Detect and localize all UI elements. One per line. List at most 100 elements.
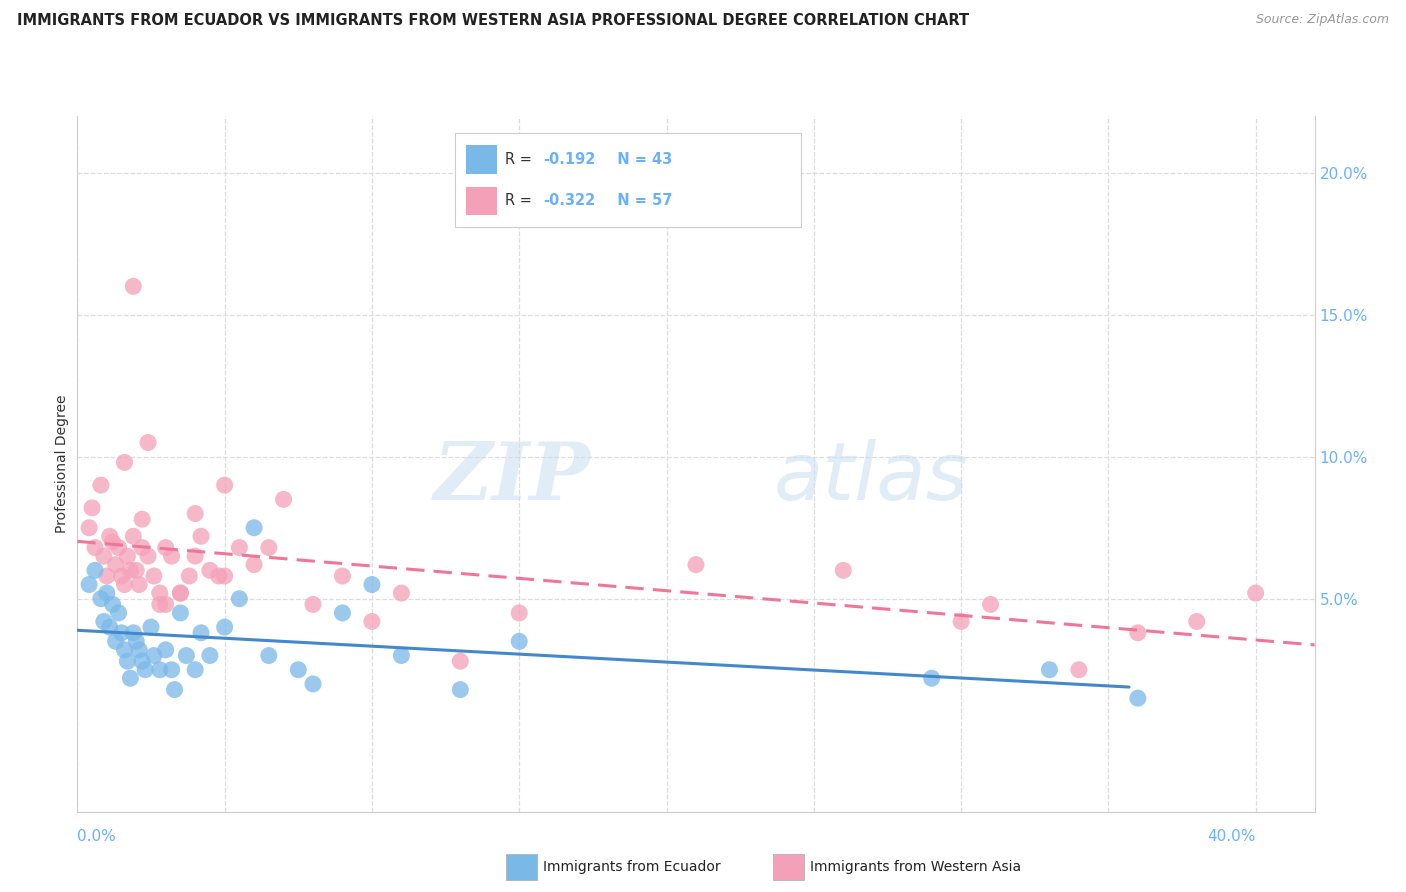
Point bbox=[214, 620, 236, 634]
Text: Immigrants from Ecuador: Immigrants from Ecuador bbox=[543, 860, 720, 874]
Point bbox=[214, 569, 236, 583]
Point bbox=[149, 586, 172, 600]
Point bbox=[179, 569, 201, 583]
Y-axis label: Professional Degree: Professional Degree bbox=[55, 394, 69, 533]
Point bbox=[449, 682, 471, 697]
Point bbox=[84, 563, 107, 577]
Point bbox=[131, 512, 153, 526]
Point bbox=[131, 654, 153, 668]
Point bbox=[160, 549, 183, 563]
Point bbox=[77, 577, 100, 591]
Point bbox=[110, 625, 132, 640]
Point bbox=[107, 606, 129, 620]
Point bbox=[80, 500, 103, 515]
Point bbox=[155, 643, 177, 657]
Point bbox=[131, 541, 153, 555]
Point bbox=[136, 549, 159, 563]
Point bbox=[90, 591, 112, 606]
Point bbox=[169, 606, 191, 620]
Point bbox=[117, 549, 139, 563]
Point bbox=[1185, 615, 1208, 629]
Point bbox=[1067, 663, 1090, 677]
Point bbox=[169, 586, 191, 600]
Point bbox=[832, 563, 855, 577]
Point bbox=[125, 634, 148, 648]
Point bbox=[980, 598, 1002, 612]
Point bbox=[125, 563, 148, 577]
Point bbox=[134, 663, 156, 677]
Point bbox=[101, 598, 124, 612]
Text: N = 57: N = 57 bbox=[606, 194, 672, 209]
Point bbox=[110, 569, 132, 583]
Point bbox=[114, 643, 136, 657]
Text: R =: R = bbox=[505, 153, 537, 167]
Point bbox=[332, 606, 354, 620]
Point bbox=[257, 648, 280, 663]
Point bbox=[77, 521, 100, 535]
Point bbox=[389, 586, 412, 600]
Point bbox=[1244, 586, 1267, 600]
Point bbox=[90, 478, 112, 492]
Point bbox=[921, 671, 943, 685]
Point bbox=[169, 586, 191, 600]
Point bbox=[163, 682, 186, 697]
Point bbox=[184, 663, 207, 677]
Point bbox=[257, 541, 280, 555]
Point bbox=[302, 677, 325, 691]
Point bbox=[155, 598, 177, 612]
Point bbox=[287, 663, 309, 677]
Point bbox=[184, 507, 207, 521]
Point bbox=[155, 541, 177, 555]
Point bbox=[114, 577, 136, 591]
Point bbox=[107, 541, 129, 555]
Point bbox=[136, 435, 159, 450]
Text: atlas: atlas bbox=[773, 439, 969, 516]
Text: ZIP: ZIP bbox=[434, 439, 591, 516]
Point bbox=[176, 648, 198, 663]
Text: N = 43: N = 43 bbox=[606, 153, 672, 167]
Point bbox=[208, 569, 231, 583]
Point bbox=[114, 455, 136, 469]
Point bbox=[243, 558, 266, 572]
Point bbox=[190, 625, 212, 640]
Point bbox=[214, 478, 236, 492]
Point bbox=[228, 591, 250, 606]
Point bbox=[198, 563, 221, 577]
Point bbox=[302, 598, 325, 612]
Point bbox=[93, 615, 115, 629]
Point bbox=[190, 529, 212, 543]
Text: 40.0%: 40.0% bbox=[1208, 829, 1256, 844]
Point bbox=[149, 598, 172, 612]
Point bbox=[142, 569, 165, 583]
Point bbox=[243, 521, 266, 535]
Point bbox=[139, 620, 162, 634]
Point bbox=[128, 577, 150, 591]
Point bbox=[950, 615, 973, 629]
Point bbox=[142, 648, 165, 663]
Point bbox=[122, 625, 145, 640]
Point bbox=[184, 549, 207, 563]
Point bbox=[104, 634, 127, 648]
Text: -0.192: -0.192 bbox=[543, 153, 596, 167]
Point bbox=[273, 492, 295, 507]
Text: IMMIGRANTS FROM ECUADOR VS IMMIGRANTS FROM WESTERN ASIA PROFESSIONAL DEGREE CORR: IMMIGRANTS FROM ECUADOR VS IMMIGRANTS FR… bbox=[17, 13, 969, 29]
Point bbox=[96, 569, 118, 583]
Point bbox=[449, 654, 471, 668]
Point bbox=[122, 279, 145, 293]
Point bbox=[685, 558, 707, 572]
Point bbox=[122, 529, 145, 543]
Point bbox=[93, 549, 115, 563]
Point bbox=[149, 663, 172, 677]
Point bbox=[98, 620, 121, 634]
Point bbox=[389, 648, 412, 663]
Point bbox=[332, 569, 354, 583]
Point bbox=[1126, 625, 1149, 640]
Point bbox=[361, 615, 384, 629]
Text: Immigrants from Western Asia: Immigrants from Western Asia bbox=[810, 860, 1021, 874]
Text: R =: R = bbox=[505, 194, 537, 209]
Text: 0.0%: 0.0% bbox=[77, 829, 117, 844]
Point bbox=[198, 648, 221, 663]
Point bbox=[508, 634, 530, 648]
Point bbox=[101, 535, 124, 549]
Point bbox=[120, 671, 142, 685]
